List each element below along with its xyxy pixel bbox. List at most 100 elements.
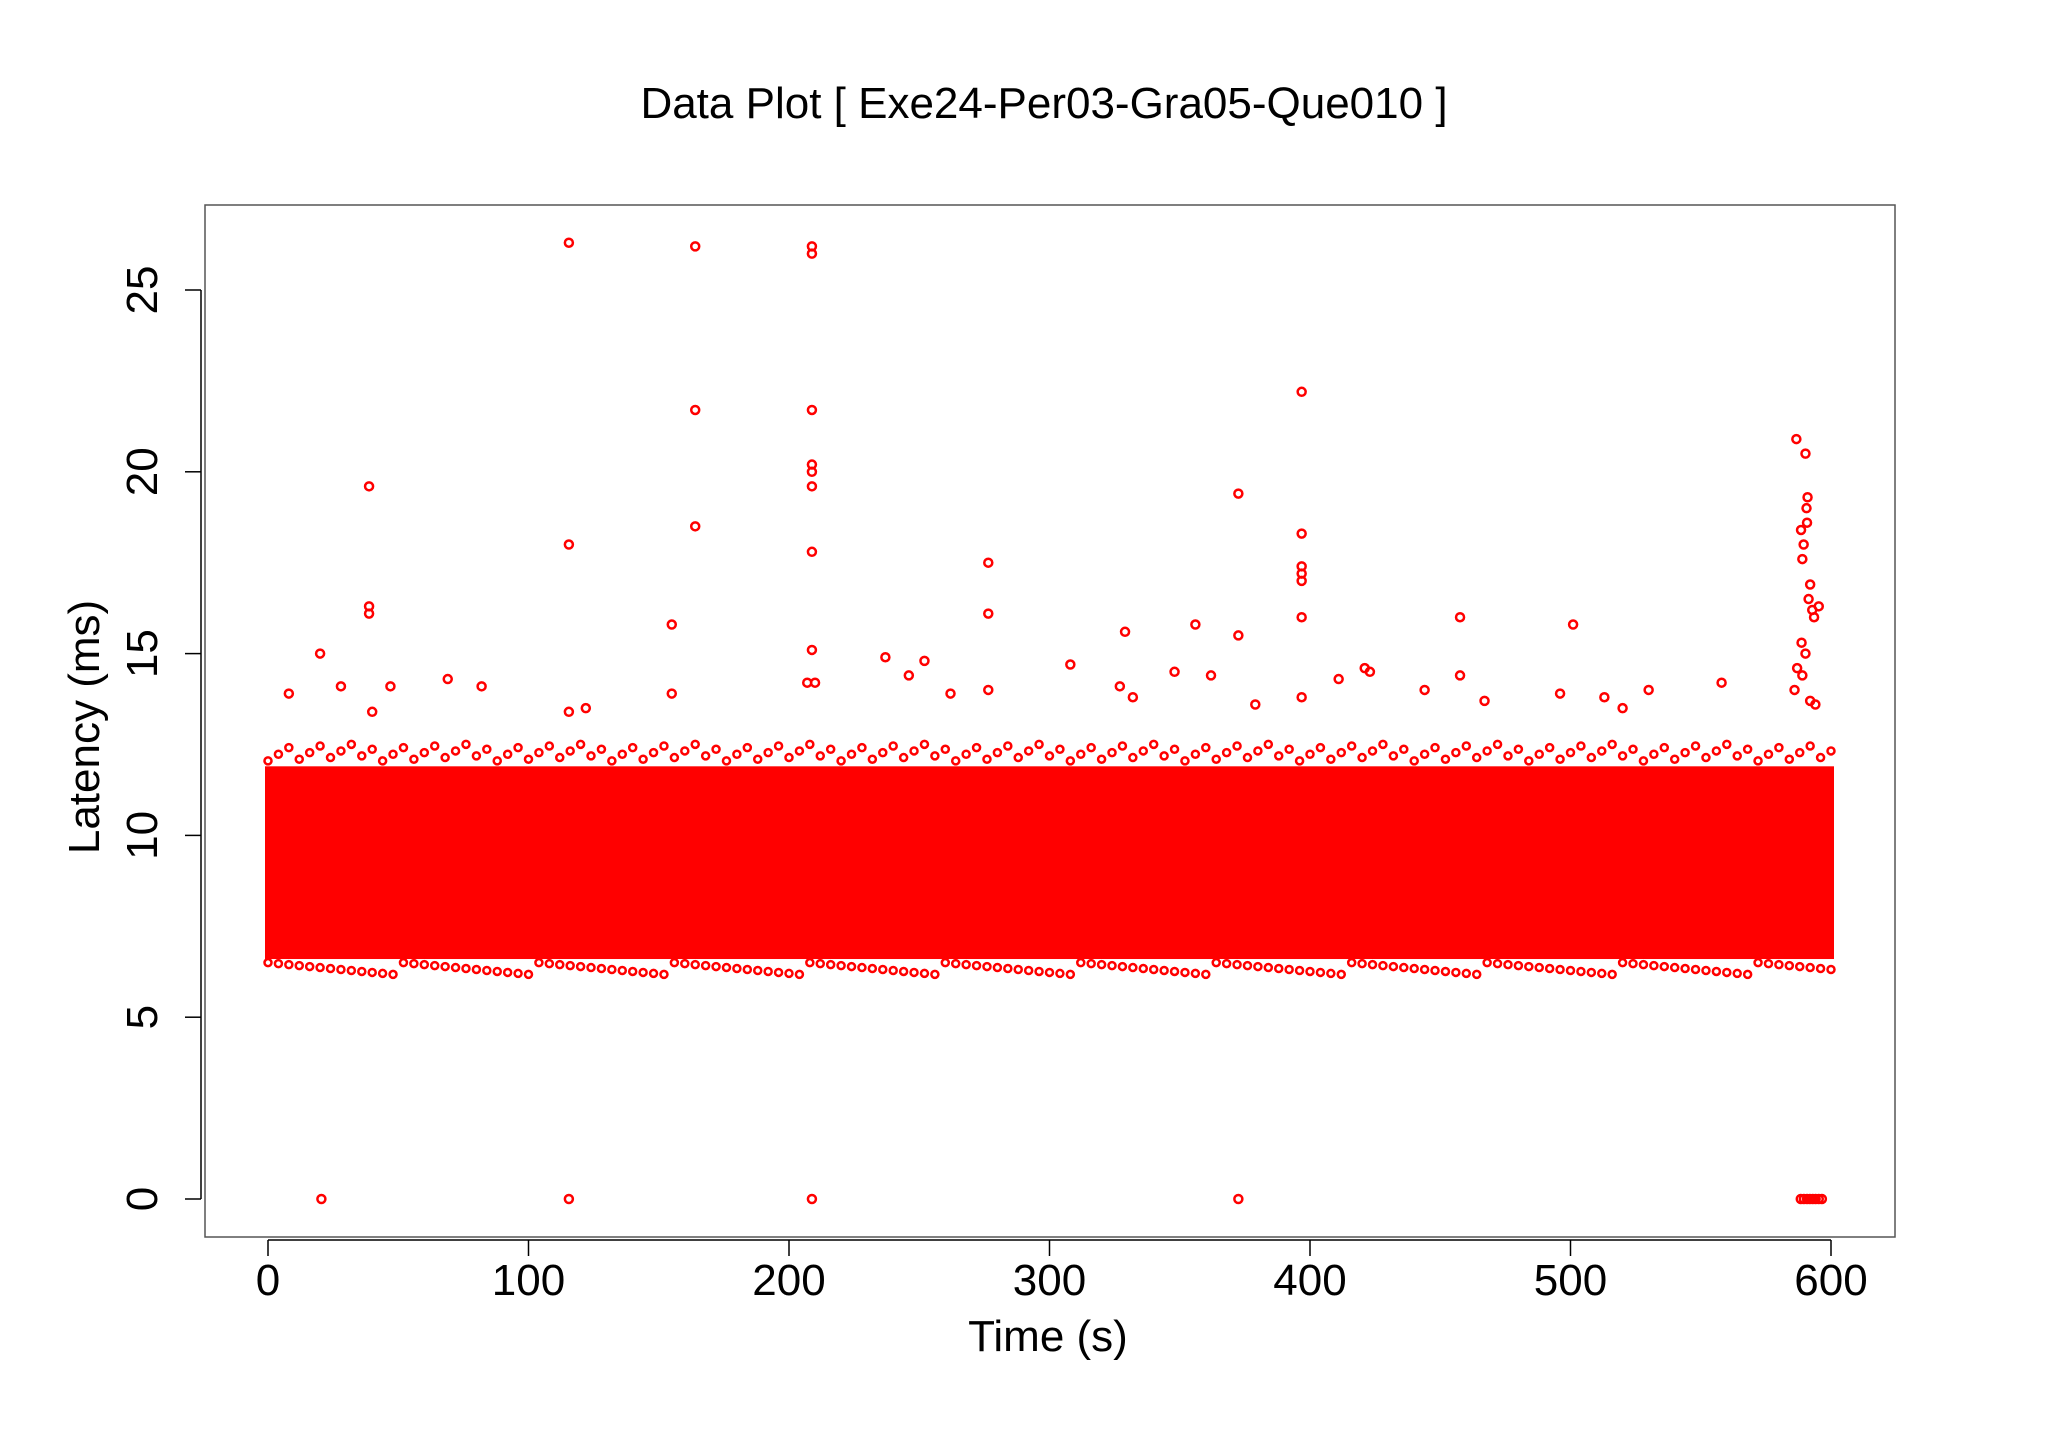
data-point: [1804, 579, 1816, 590]
band-edge-point: [1586, 752, 1597, 763]
band-edge-point: [638, 967, 648, 978]
band-edge-point: [1774, 959, 1784, 970]
data-point: [806, 466, 818, 478]
band-edge-point: [1076, 749, 1086, 760]
data-point: [1114, 681, 1126, 692]
band-edge-point: [1034, 739, 1044, 750]
data-point: [563, 539, 575, 550]
band-edge-point: [961, 749, 971, 760]
band-edge-point: [1128, 752, 1138, 763]
data-point: [1296, 386, 1307, 398]
band-edge-point: [492, 966, 502, 977]
band-edge-point: [1117, 741, 1128, 751]
y-tick-label: 5: [118, 1005, 167, 1029]
y-tick-label: 25: [118, 266, 167, 315]
data-point: [806, 248, 818, 259]
band-edge-point: [1544, 963, 1555, 974]
band-edge-point: [794, 746, 805, 756]
band-edge-point: [825, 744, 836, 755]
x-axis: 0 100 200 300 400 500 600: [256, 1239, 1868, 1305]
band-edge-point: [482, 744, 492, 755]
band-edge-point: [429, 960, 440, 971]
band-edge-point: [1180, 967, 1190, 978]
x-tick-label: 400: [1273, 1256, 1346, 1305]
band-edge-point: [1159, 965, 1169, 976]
band-edge-point: [1201, 969, 1211, 980]
band-edge-point: [1638, 756, 1649, 766]
band-edge-point: [1628, 744, 1638, 755]
band-edge-point: [607, 964, 617, 975]
data-point: [1802, 492, 1813, 503]
band-edge-point: [398, 742, 409, 753]
band-edge-point: [627, 742, 638, 753]
band-edge-point: [1023, 746, 1034, 756]
band-edge-point: [1294, 965, 1305, 976]
band-edge-point: [565, 746, 575, 756]
band-edge-point: [1326, 968, 1336, 979]
band-edge-point: [1096, 754, 1107, 764]
band-edge-point: [398, 957, 409, 968]
band-edge-point: [419, 747, 430, 758]
band-edge-point: [1388, 961, 1399, 972]
band-edge-point: [1805, 962, 1815, 973]
band-edge-point: [1232, 959, 1242, 970]
band-edge-point: [346, 739, 357, 750]
band-edge-point: [1524, 756, 1534, 766]
band-edge-point: [669, 957, 680, 968]
y-axis-label: Latency (ms): [60, 600, 109, 854]
band-edge-point: [1534, 749, 1544, 760]
band-edge-point: [1378, 960, 1388, 971]
x-axis-label: Time (s): [968, 1312, 1128, 1361]
band-edge-point: [1555, 754, 1565, 764]
band-edge-point: [1815, 963, 1826, 974]
band-edge-point: [1649, 960, 1659, 971]
band-edge-point: [794, 969, 805, 980]
data-point: [316, 1193, 327, 1205]
data-point: [1233, 630, 1244, 641]
band-edge-point: [555, 752, 565, 763]
band-edge-point: [586, 751, 596, 761]
band-edge-point: [336, 964, 346, 975]
band-edge-point: [721, 756, 732, 766]
band-edge-point: [711, 961, 721, 972]
band-edge-point: [440, 961, 450, 972]
data-point: [363, 608, 375, 619]
data-point: [1233, 1193, 1244, 1205]
data-point: [806, 481, 818, 492]
band-edge-point: [742, 964, 753, 975]
chart-title: Data Plot [ Exe24-Per03-Gra05-Que010 ]: [640, 79, 1447, 128]
band-edge-point: [700, 751, 711, 761]
band-edge-point: [284, 959, 294, 970]
band-edge-point: [1576, 741, 1586, 751]
band-edge-point: [1659, 961, 1670, 972]
band-edge-point: [1148, 739, 1159, 750]
band-edge-point: [1138, 746, 1149, 756]
band-edge-point: [805, 739, 815, 750]
data-point: [366, 706, 378, 718]
band-edge-point: [1513, 960, 1524, 971]
band-edge-point: [940, 744, 951, 755]
data-point: [1296, 691, 1307, 703]
band-edge-point: [1482, 746, 1492, 756]
band-edge-point: [1221, 747, 1232, 758]
band-edge-point: [805, 957, 815, 968]
band-edge-point: [1273, 751, 1284, 761]
band-edge-point: [680, 746, 690, 756]
band-edge-point: [1680, 747, 1690, 758]
band-edge-point: [1044, 751, 1055, 761]
band-edge-point: [1440, 754, 1451, 764]
band-edge-point: [1284, 744, 1294, 755]
data-point: [1419, 684, 1430, 696]
band-edge-point: [846, 961, 857, 972]
band-edge-point: [1784, 754, 1795, 764]
band-edge-point: [1399, 744, 1409, 755]
band-edge-point: [1336, 969, 1347, 980]
band-edge-point: [1367, 746, 1378, 756]
data-point: [983, 608, 994, 619]
band-edge-point: [648, 968, 659, 979]
band-edge-point: [836, 756, 846, 766]
band-edge-point: [1763, 749, 1774, 760]
band-edge-point: [450, 746, 461, 756]
band-edge-point: [1076, 957, 1086, 968]
data-point: [1643, 684, 1654, 696]
